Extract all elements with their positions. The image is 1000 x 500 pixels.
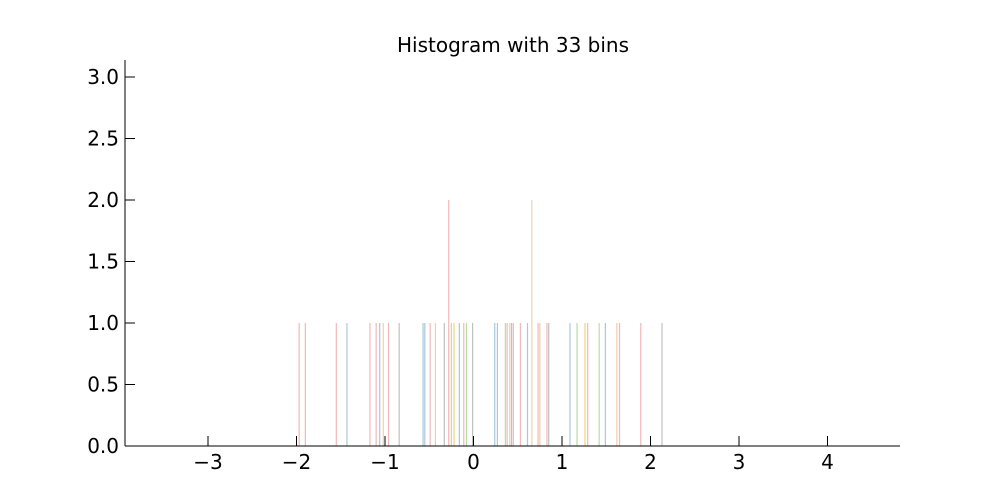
histogram-bar [375,323,377,446]
histogram-bar [448,200,450,446]
histogram-bar [429,323,431,446]
x-tick-label: −1 [370,450,399,474]
histogram-bar [576,323,578,446]
histogram-bar [434,323,437,446]
histogram-bar [640,323,642,446]
histogram-bar [463,323,465,446]
y-tick-label: 3.0 [87,65,119,89]
histogram-bar [618,323,621,446]
histogram-bar [424,323,426,446]
x-tick-label: 0 [467,450,480,474]
x-ticks-group: −3 −2 −1 0 1 2 3 4 [193,436,834,474]
histogram-bar [539,323,541,446]
histogram-bar [526,323,529,446]
x-tick-label: 4 [821,450,834,474]
histogram-bar [616,323,618,446]
histogram-bar [587,323,589,446]
y-tick-label: 0.5 [87,373,119,397]
histogram-bar [335,323,337,446]
histogram-bar [519,323,521,446]
histogram-bar [510,323,513,446]
chart-title: Histogram with 33 bins [397,33,629,57]
y-ticks-group: 0.0 0.5 1.0 1.5 2.0 2.5 3.0 [87,65,135,458]
histogram-bar [569,323,571,446]
histogram-bar [472,323,474,446]
histogram-bar [422,323,424,446]
histogram-bar [298,323,300,446]
histogram-bar [548,323,550,446]
histogram-bar [584,323,586,446]
histogram-bar [512,323,514,446]
y-tick-label: 1.5 [87,250,119,274]
x-tick-label: −2 [282,450,311,474]
histogram-bar [382,323,384,446]
histogram-bar [450,323,452,446]
y-tick-label: 1.0 [87,311,119,335]
histogram-bar [387,323,390,446]
histogram-bar [537,323,539,446]
histogram-bar [531,200,533,446]
x-tick-label: 1 [556,450,569,474]
histogram-bar [304,323,306,446]
histogram-bar [346,323,348,446]
histogram-bar [546,323,548,446]
y-tick-label: 0.0 [87,434,119,458]
histogram-bar [443,323,445,446]
histogram-bar [496,323,498,446]
y-tick-label: 2.0 [87,188,119,212]
histogram-bar [509,323,511,446]
histogram-bar [465,323,468,446]
histogram-bar [506,323,508,446]
histogram-bar [604,323,606,446]
x-tick-label: 2 [644,450,657,474]
x-tick-label: −3 [193,450,222,474]
histogram-bar [369,323,371,446]
histogram-bar [453,323,455,446]
histogram-bar [661,323,663,446]
histogram-bar [504,323,506,446]
y-tick-label: 2.5 [87,127,119,151]
bars-group [298,200,663,446]
histogram-bar [379,323,381,446]
histogram-bar [598,323,600,446]
histogram-bar [458,323,460,446]
histogram-bar [398,323,400,446]
histogram-bar [494,323,496,446]
x-tick-label: 3 [733,450,746,474]
